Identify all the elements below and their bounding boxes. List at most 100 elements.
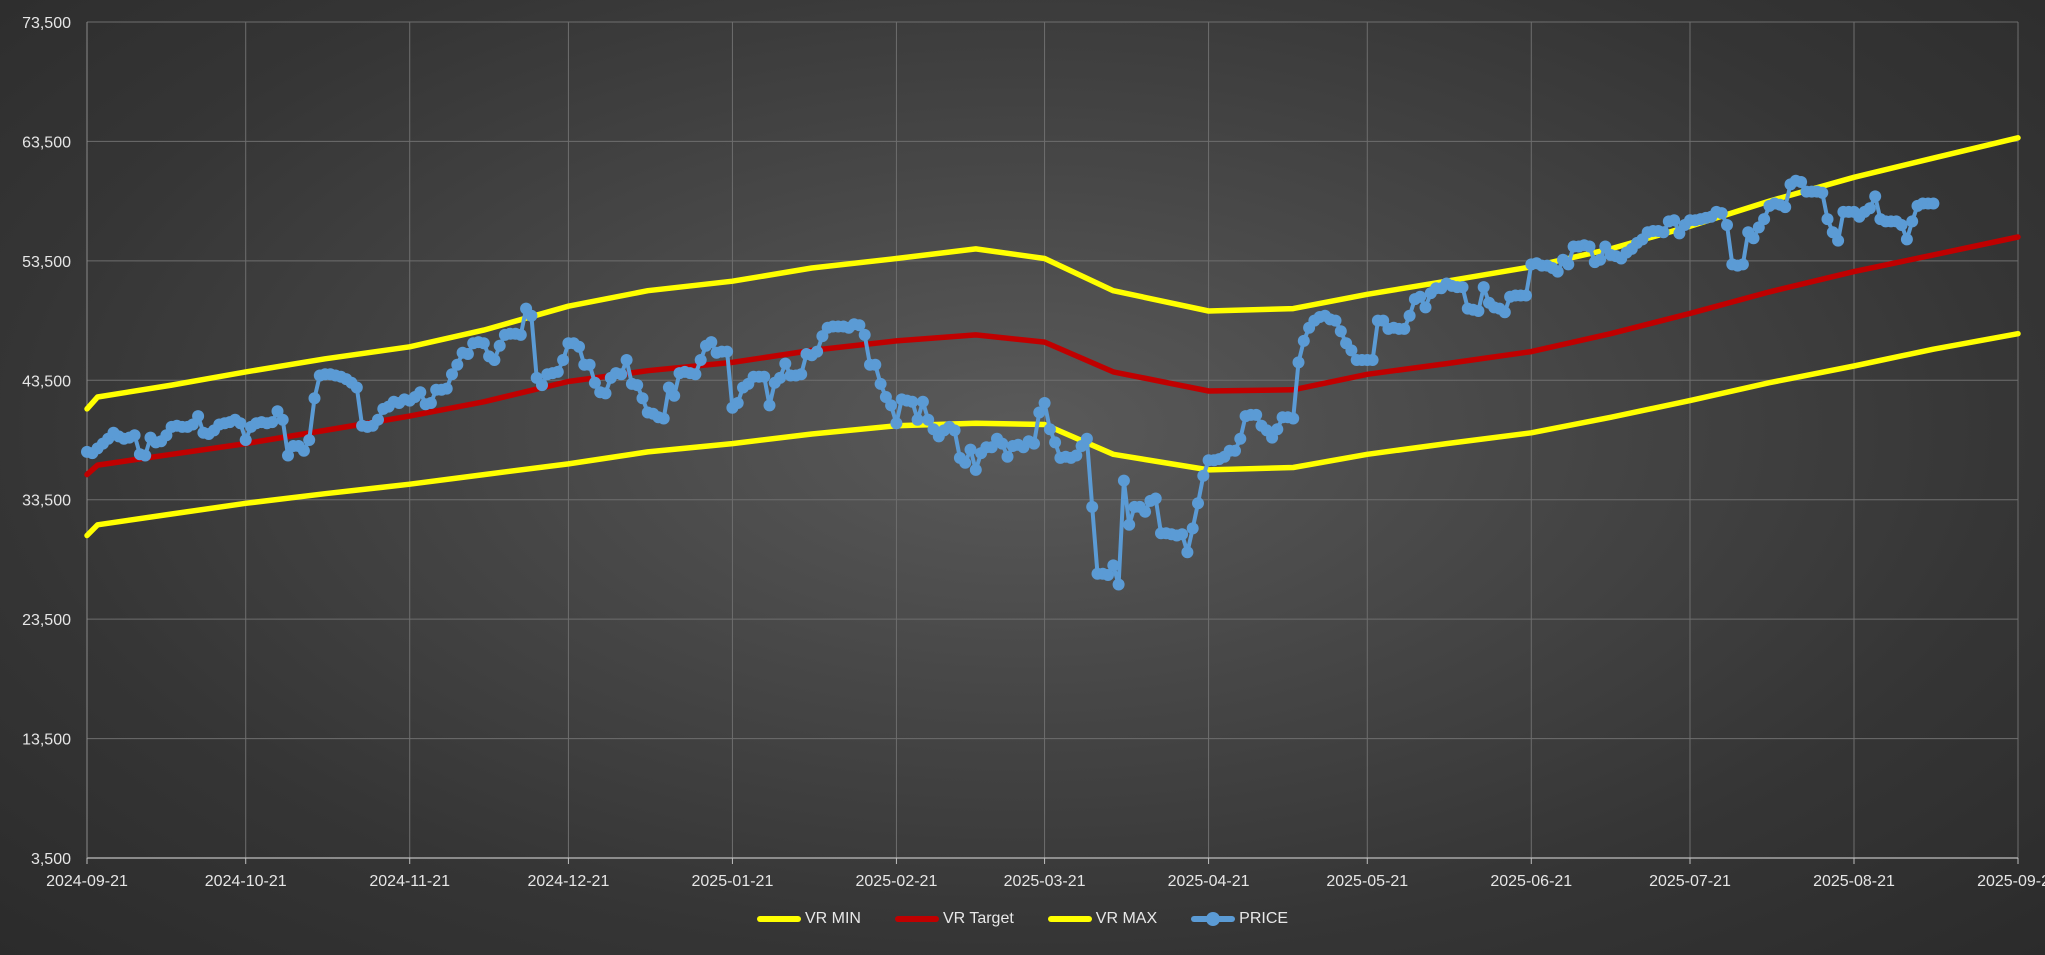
data-point-price — [308, 392, 321, 405]
x-tick-label: 2024-09-21 — [46, 873, 128, 890]
data-point-price — [446, 368, 458, 381]
data-point-price — [763, 399, 776, 412]
data-point-price — [885, 399, 898, 412]
data-point-price — [350, 381, 363, 394]
data-point-price — [705, 336, 718, 349]
data-point-price — [1297, 334, 1310, 347]
legend-swatch-vr-max — [1047, 916, 1092, 922]
data-point-price — [493, 339, 506, 352]
legend-item-vr-max: VR MAX — [1047, 910, 1157, 928]
legend-label-vr-min: VR MIN — [804, 910, 861, 927]
data-point-price — [1070, 449, 1083, 462]
data-point-price — [192, 410, 205, 423]
data-point-price — [858, 328, 871, 341]
x-tick-label: 2025-01-21 — [692, 873, 774, 890]
data-point-price — [536, 379, 548, 392]
data-point-price — [1583, 240, 1596, 253]
y-tick-label: 33,500 — [22, 493, 71, 510]
data-point-price — [525, 309, 538, 322]
data-point-price — [779, 357, 792, 370]
data-point-price — [1736, 258, 1749, 271]
data-point-price — [551, 365, 564, 378]
data-point-price — [1117, 474, 1130, 487]
data-point-price — [488, 354, 501, 366]
legend-item-price: PRICE — [1191, 910, 1288, 928]
data-point-price — [234, 417, 247, 430]
data-point-price — [1038, 397, 1051, 409]
legend-label-vr-target: VR Target — [942, 910, 1014, 927]
data-point-price — [1594, 253, 1607, 266]
data-point-price — [959, 456, 972, 469]
x-tick-label: 2025-07-21 — [1649, 873, 1731, 890]
data-point-price — [1086, 500, 1099, 513]
data-point-price — [948, 424, 961, 437]
data-point-price — [1139, 505, 1152, 518]
data-point-price — [139, 449, 152, 462]
data-point-price — [1181, 546, 1194, 559]
x-tick-label: 2025-08-21 — [1813, 873, 1895, 890]
data-point-price — [573, 340, 585, 353]
y-tick-label: 63,500 — [22, 134, 71, 151]
legend-item-vr-target: VR Target — [894, 910, 1014, 928]
legend-swatch-vr-min — [756, 916, 801, 922]
data-point-price — [557, 354, 570, 366]
data-point-price — [1102, 569, 1114, 581]
data-point-price — [588, 376, 601, 389]
data-point-price — [1562, 258, 1575, 271]
data-point-price — [874, 377, 887, 390]
data-point-price — [1176, 528, 1189, 541]
data-point-price — [1715, 207, 1728, 220]
data-point-price — [1456, 281, 1469, 294]
data-point-price — [1906, 215, 1919, 228]
data-point-price — [1028, 437, 1040, 450]
legend-swatch-vr-target — [894, 916, 939, 922]
data-point-price — [1403, 309, 1416, 322]
data-point-price — [1192, 497, 1204, 510]
axes: 3,500 13,500 23,500 33,500 43,500 53,500 63,50… — [22, 15, 2045, 890]
x-tick-label: 2025-04-21 — [1168, 873, 1250, 890]
data-point-price — [1292, 356, 1305, 369]
x-tick-label: 2025-09-21 — [1977, 873, 2045, 890]
data-point-price — [282, 449, 294, 462]
data-point-price — [969, 463, 982, 476]
data-point-price — [1414, 290, 1427, 303]
data-point-price — [477, 337, 490, 350]
x-tick-label: 2025-06-21 — [1490, 873, 1572, 890]
data-point-price — [620, 354, 633, 366]
data-point-price — [1668, 214, 1681, 227]
data-point-price — [514, 328, 527, 341]
data-point-price — [461, 348, 474, 360]
data-point-price — [1895, 219, 1908, 231]
y-tick-label: 73,500 — [22, 15, 71, 32]
data-point-price — [615, 368, 628, 381]
data-point-price — [1758, 213, 1771, 226]
y-tick-label: 23,500 — [22, 612, 71, 629]
data-point-price — [869, 358, 882, 371]
x-tick-label: 2025-03-21 — [1004, 873, 1086, 890]
data-point-price — [1863, 202, 1876, 215]
data-point-price — [297, 444, 310, 457]
data-point-price — [1520, 289, 1532, 302]
data-point-price — [1821, 213, 1834, 226]
data-point-price — [1816, 186, 1829, 199]
data-point-price — [668, 389, 681, 402]
data-point-price — [372, 413, 384, 426]
data-point-price — [1498, 306, 1511, 319]
data-point-price — [1747, 232, 1760, 245]
y-tick-label: 53,500 — [22, 254, 71, 271]
series-line-vr-target — [84, 234, 2021, 478]
data-point-price — [1551, 265, 1564, 278]
data-point-price — [721, 345, 734, 358]
data-point-price — [1832, 234, 1845, 247]
data-point-price — [424, 397, 437, 409]
data-point-price — [128, 429, 141, 442]
legend-item-vr-min: VR MIN — [756, 910, 861, 928]
x-tick-label: 2025-02-21 — [856, 873, 938, 890]
data-point-price — [451, 358, 464, 371]
data-point-price — [631, 379, 644, 392]
data-point-price — [689, 368, 702, 381]
series-line-vr-max — [84, 135, 2021, 412]
legend-marker-price — [1206, 912, 1221, 926]
data-point-price — [1472, 305, 1485, 317]
data-point-price — [1080, 432, 1093, 445]
